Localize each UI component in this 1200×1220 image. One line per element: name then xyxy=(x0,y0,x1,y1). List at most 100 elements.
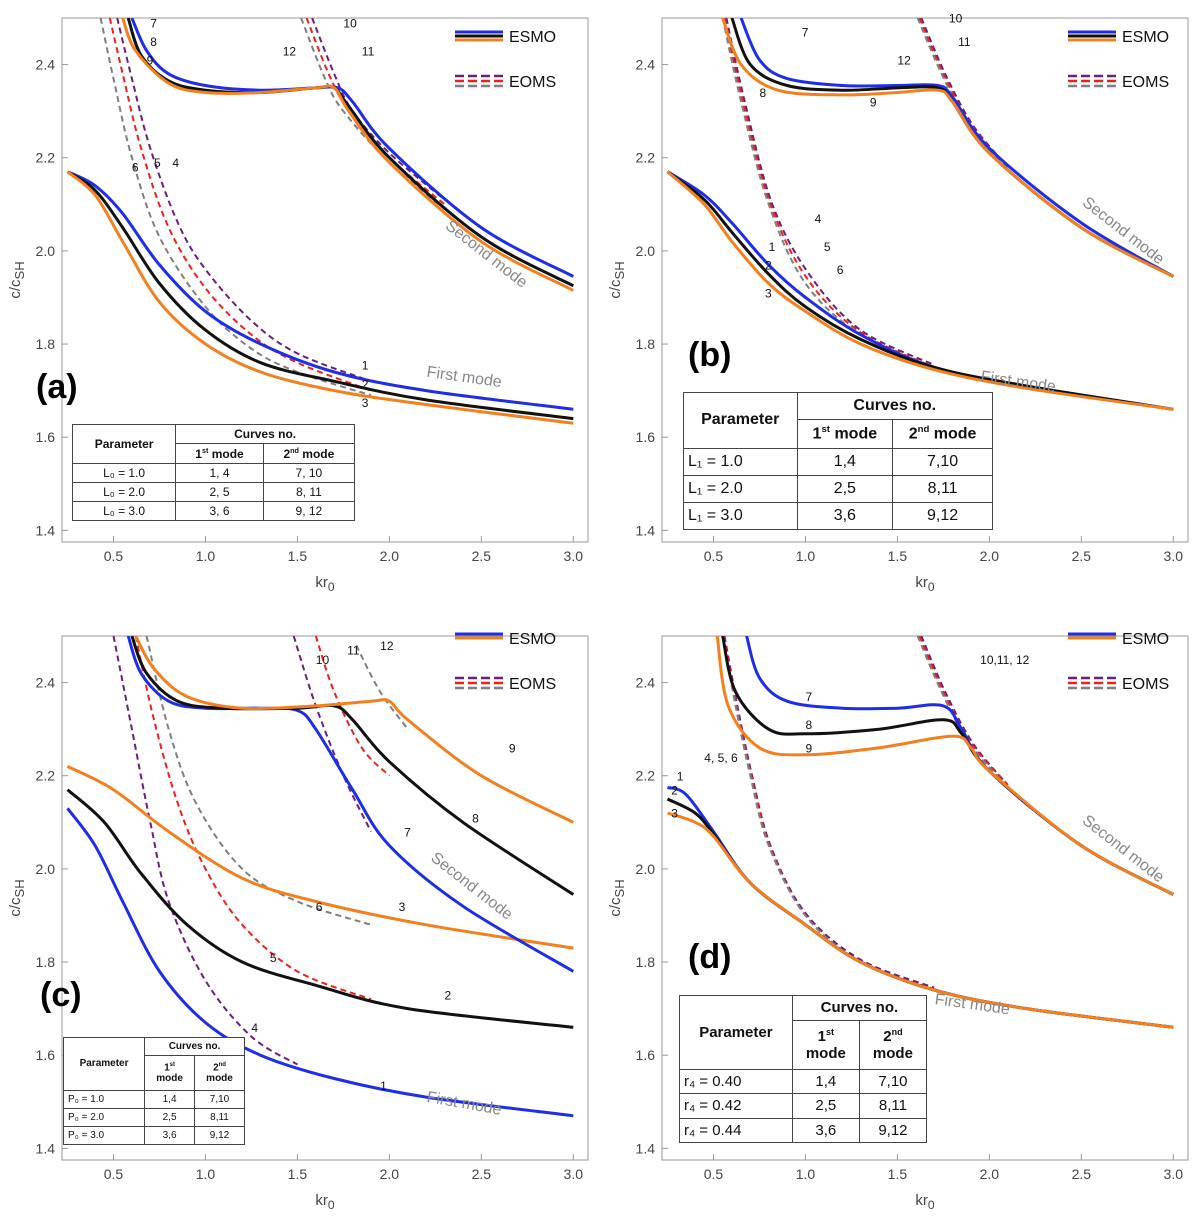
curve-label-8: 8 xyxy=(805,718,812,732)
curve-7-esmo xyxy=(739,18,1175,278)
mode-ordinal: st xyxy=(821,424,830,436)
curve-5-eoms xyxy=(134,636,372,1001)
x-tick-label: 2.5 xyxy=(1072,1166,1092,1182)
mode-ordinal: st xyxy=(825,1027,834,1037)
curve-3-esmo xyxy=(66,765,574,950)
x-tick-label: 2.0 xyxy=(380,1166,400,1182)
curves xyxy=(66,18,575,425)
legend-eoms-label: EOMS xyxy=(509,74,556,91)
mode-ordinal: nd xyxy=(891,1027,903,1037)
x-tick-label: 2.5 xyxy=(472,1166,492,1182)
curve-10-eoms xyxy=(920,18,1009,168)
table-cell-second-mode: 9,12 xyxy=(194,1125,245,1146)
curve-label-12: 12 xyxy=(380,639,394,653)
chart-svg: 0.5 1.0 1.5 2.0 2.5 3.0 1.4 1.6 1.8 2.0 2.2 2.4 kr0 c… xyxy=(7,16,589,594)
curve-5-eoms xyxy=(723,18,935,369)
table-row: L₀ = 1.0 1, 4 7, 10 xyxy=(71,463,356,484)
table-cell-parameter: L₀ = 2.0 xyxy=(71,482,177,503)
mode-ordinal: nd xyxy=(218,1061,226,1068)
x-tick-label: 0.5 xyxy=(104,1166,124,1182)
table-cell-second-mode: 7,10 xyxy=(892,447,993,476)
y-tick-label: 1.6 xyxy=(36,1047,56,1063)
x-axis-label-main: kr xyxy=(915,1192,928,1209)
x-axis-label: kr0 xyxy=(315,1192,335,1212)
mode-word: mode xyxy=(302,447,335,462)
curve-3-esmo xyxy=(666,170,1174,411)
mode-word: mode xyxy=(211,447,244,462)
panel-d: 0.5 1.0 1.5 2.0 2.5 3.0 1.4 1.6 1.8 2.0 2.2 2.4 kr0 c… xyxy=(600,618,1200,1220)
curve-label-12: 12 xyxy=(283,44,297,58)
mode-number: 1 xyxy=(817,1028,826,1045)
table-cell-second-mode: 7,10 xyxy=(194,1089,245,1109)
curve-label-5: 5 xyxy=(824,240,831,254)
curve-label-3: 3 xyxy=(362,396,369,410)
curve-label-2: 2 xyxy=(671,783,678,797)
table-cell-parameter: r₄ = 0.42 xyxy=(679,1093,793,1119)
x-tick-label: 3.0 xyxy=(1164,548,1184,564)
curve-11-eoms xyxy=(314,636,391,777)
table-cell-parameter: r₄ = 0.44 xyxy=(679,1117,793,1143)
table-cell-first-mode: 3,6 xyxy=(144,1125,196,1146)
curve-label-10: 10 xyxy=(949,12,963,26)
legend-esmo-label: ESMO xyxy=(509,631,556,648)
x-tick-label: 1.0 xyxy=(196,548,216,564)
y-tick-label: 2.0 xyxy=(36,861,56,877)
x-axis-label-sub: 0 xyxy=(328,1198,335,1212)
y-tick-label: 1.4 xyxy=(36,1140,56,1156)
curve-label-1: 1 xyxy=(769,240,776,254)
y-tick-label: 1.4 xyxy=(36,522,56,538)
y-axis-label-sub: SH xyxy=(12,879,27,897)
table-row: P₀ = 2.0 2,5 8,11 xyxy=(62,1107,245,1127)
table-header-curves: Curves no. xyxy=(175,424,355,444)
second-mode-annotation: Second mode xyxy=(1079,812,1167,886)
curve-label-7: 7 xyxy=(404,825,411,839)
curve-8-esmo xyxy=(130,636,575,896)
curve-10-eoms xyxy=(920,636,1009,786)
curve-2-esmo xyxy=(66,170,574,421)
legend-eoms-label: EOMS xyxy=(1122,74,1169,91)
y-tick-label: 2.4 xyxy=(636,675,656,691)
table-cell-second-mode: 9, 12 xyxy=(262,501,356,521)
mode-number: 2 xyxy=(283,447,291,462)
curve-5-eoms xyxy=(108,18,372,392)
parameter-table: Parameter Curves no. 1st mode 2nd mode L₀ = … xyxy=(71,423,356,521)
curve-4-eoms xyxy=(112,636,298,1066)
mode-word: mode xyxy=(156,1073,183,1085)
curve-label-12: 12 xyxy=(897,54,911,68)
panel-a: 0.5 1.0 1.5 2.0 2.5 3.0 1.4 1.6 1.8 2.0 2.2 2.4 kr0 c… xyxy=(0,0,600,602)
y-axis-label-main: c/c xyxy=(607,279,624,299)
table-cell-second-mode: 7,10 xyxy=(858,1068,928,1094)
y-axis-label-sub: SH xyxy=(12,261,27,279)
y-tick-label: 2.4 xyxy=(636,57,656,73)
y-axis-label: c/cSH xyxy=(7,879,27,916)
table-cell-second-mode: 9,12 xyxy=(892,501,993,531)
mode-ordinal: nd xyxy=(917,424,930,436)
curve-label-10: 10 xyxy=(316,653,330,667)
x-axis-label: kr0 xyxy=(315,574,335,594)
curve-label-9: 9 xyxy=(509,741,516,755)
y-axis-label: c/cSH xyxy=(7,261,27,298)
curve-label-11: 11 xyxy=(958,35,971,49)
curve-label-9: 9 xyxy=(147,54,154,68)
table-row: P₀ = 3.0 3,6 9,12 xyxy=(62,1125,245,1146)
legend-esmo-label: ESMO xyxy=(1122,29,1169,46)
curve-3-esmo xyxy=(667,811,1174,1029)
table-header-curves: Curves no. xyxy=(791,995,928,1021)
table-header-second-mode: 2nd mode xyxy=(892,419,993,449)
legend-esmo-label: ESMO xyxy=(509,29,556,46)
group-label: 10,11, 12 xyxy=(980,653,1029,667)
mode-number: 1 xyxy=(195,447,202,462)
y-tick-label: 2.2 xyxy=(636,150,656,166)
table-cell-second-mode: 7, 10 xyxy=(262,463,356,484)
x-tick-label: 3.0 xyxy=(564,548,584,564)
x-axis-label-main: kr xyxy=(915,574,928,591)
table-header-curves: Curves no. xyxy=(796,391,993,421)
y-axis-label: c/cSH xyxy=(607,879,627,916)
panel-label: (c) xyxy=(40,976,82,1014)
plot-frame xyxy=(61,635,589,1161)
curve-label-7: 7 xyxy=(802,26,809,40)
curve-9-esmo xyxy=(715,636,1175,896)
x-tick-label: 1.5 xyxy=(288,1166,308,1182)
y-tick-label: 1.8 xyxy=(36,336,56,352)
curves xyxy=(666,636,1175,1029)
